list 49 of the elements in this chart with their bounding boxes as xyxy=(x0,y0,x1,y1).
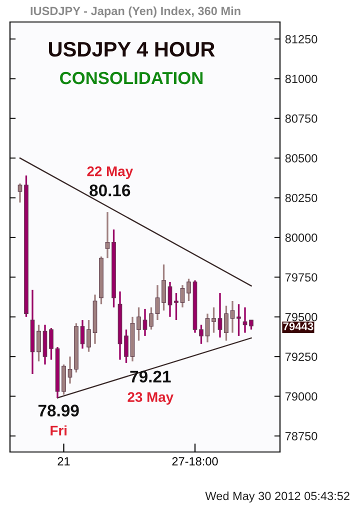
candlestick xyxy=(224,304,228,342)
candlestick xyxy=(142,308,148,337)
candlestick xyxy=(124,328,128,364)
y-tick-label: 78750 xyxy=(285,432,318,440)
y-tick-label: 81000 xyxy=(285,74,318,84)
annotation: 78.99 xyxy=(38,404,79,416)
candlestick xyxy=(86,319,91,353)
x-tick-label: 21 xyxy=(58,457,70,466)
annotation: Fri xyxy=(50,425,66,436)
candlestick xyxy=(49,327,54,361)
annotation: 79.21 xyxy=(130,370,171,383)
candlestick xyxy=(218,292,222,338)
text: IUSDJPY - Japan (Yen) Index, 360 Min xyxy=(30,6,240,18)
candlestick xyxy=(180,284,185,308)
y-tick-label: 79500 xyxy=(285,312,318,322)
candlestick xyxy=(149,306,154,330)
text: USDJPY 4 HOUR xyxy=(49,42,215,57)
text: Wed May 30 2012 05:43:52 xyxy=(205,491,350,503)
candlestick xyxy=(205,312,210,344)
candlestick xyxy=(230,300,235,334)
candlestick xyxy=(105,211,110,259)
candlestick xyxy=(136,306,141,342)
candlestick xyxy=(186,278,191,302)
candlestick xyxy=(155,284,160,321)
candlestick xyxy=(236,303,241,337)
candlestick xyxy=(80,319,85,350)
annotation: 23 May xyxy=(128,392,174,405)
y-tick-label: 79750 xyxy=(285,273,318,282)
candlestick xyxy=(199,324,204,345)
candlestick xyxy=(36,324,41,362)
y-tick-label: 80750 xyxy=(285,114,318,123)
y-tick-label: 79250 xyxy=(285,352,318,361)
text: 79443 xyxy=(283,322,314,330)
y-tick-label: 81250 xyxy=(285,35,318,44)
candlestick xyxy=(212,306,216,334)
candlestick xyxy=(168,281,172,318)
candlestick xyxy=(68,356,72,384)
candlestick xyxy=(249,319,254,330)
candlestick xyxy=(162,264,166,312)
y-tick-label: 79000 xyxy=(285,392,318,401)
y-tick-label: 80500 xyxy=(285,154,318,162)
annotation: 22 May xyxy=(87,166,133,179)
annotation: 80.16 xyxy=(90,184,130,196)
y-tick-label: 80250 xyxy=(285,194,318,202)
text: CONSOLIDATION xyxy=(60,72,203,84)
x-tick-label: 27-18:00 xyxy=(172,457,218,466)
candlestick xyxy=(174,292,178,321)
candlestick xyxy=(18,182,22,204)
y-tick-label: 80000 xyxy=(285,234,318,242)
